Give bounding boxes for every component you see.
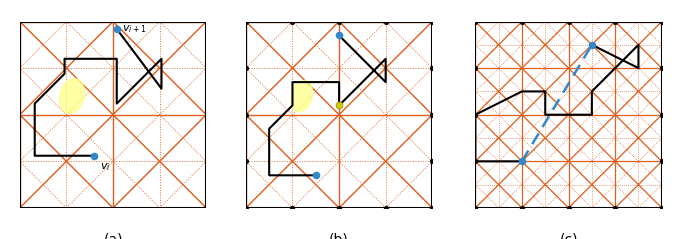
Ellipse shape xyxy=(60,79,84,114)
Text: $v_{i+1}$: $v_{i+1}$ xyxy=(123,23,147,35)
Text: (b): (b) xyxy=(329,232,349,239)
Ellipse shape xyxy=(291,81,312,112)
Text: (a): (a) xyxy=(103,232,123,239)
Text: (c): (c) xyxy=(559,232,578,239)
Text: $v_i$: $v_i$ xyxy=(100,161,111,173)
